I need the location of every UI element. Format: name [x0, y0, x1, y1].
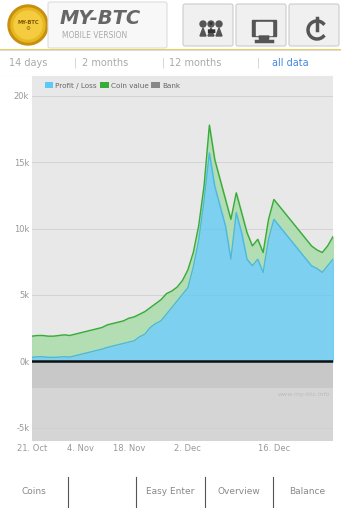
Text: 12 months: 12 months — [169, 58, 221, 68]
Circle shape — [200, 21, 206, 27]
Text: Profit: Profit — [88, 487, 117, 497]
Text: all data: all data — [272, 58, 308, 68]
Text: |: | — [256, 58, 260, 68]
FancyBboxPatch shape — [48, 2, 167, 48]
Polygon shape — [216, 28, 222, 36]
Text: |: | — [161, 58, 165, 68]
FancyBboxPatch shape — [289, 4, 339, 46]
Text: Overview: Overview — [217, 487, 260, 497]
Polygon shape — [200, 28, 206, 36]
Text: ▬: ▬ — [206, 26, 216, 36]
Circle shape — [208, 21, 214, 27]
Polygon shape — [14, 11, 42, 39]
Polygon shape — [259, 36, 269, 42]
Polygon shape — [208, 28, 214, 36]
Text: |: | — [73, 58, 77, 68]
Text: MY-BTC: MY-BTC — [60, 9, 141, 28]
Text: 14 days: 14 days — [9, 58, 47, 68]
Text: 2 months: 2 months — [82, 58, 128, 68]
FancyBboxPatch shape — [236, 4, 286, 46]
Circle shape — [216, 21, 222, 27]
Text: ⚙: ⚙ — [26, 27, 30, 32]
Polygon shape — [8, 5, 48, 45]
Bar — [32, 388, 333, 441]
Polygon shape — [11, 8, 45, 42]
Text: MOBILE VERSION: MOBILE VERSION — [62, 31, 127, 39]
Bar — [32, 361, 333, 441]
Text: ⚫: ⚫ — [208, 21, 214, 27]
Text: Easy Enter: Easy Enter — [146, 487, 195, 497]
Text: MY-BTC: MY-BTC — [17, 19, 39, 25]
Polygon shape — [252, 20, 276, 36]
FancyBboxPatch shape — [183, 4, 233, 46]
Text: www.my-btc.info: www.my-btc.info — [277, 392, 330, 397]
Polygon shape — [256, 22, 272, 34]
Text: Balance: Balance — [289, 487, 325, 497]
Legend: Profit / Loss, Coin value, Bank: Profit / Loss, Coin value, Bank — [42, 79, 183, 92]
Text: Coins: Coins — [22, 487, 46, 497]
